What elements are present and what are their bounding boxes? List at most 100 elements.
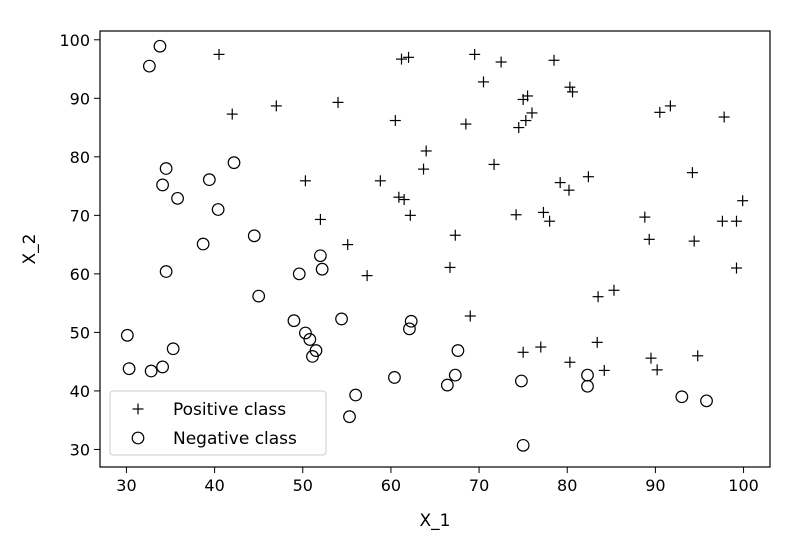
negative-point xyxy=(404,314,418,328)
negative-point xyxy=(156,178,169,192)
negative-point xyxy=(306,349,319,363)
positive-point xyxy=(526,107,538,119)
negative-point xyxy=(581,368,594,382)
negative-point xyxy=(581,379,594,393)
negative-point xyxy=(315,262,329,276)
positive-point xyxy=(731,215,742,227)
negative-point xyxy=(159,265,173,278)
positive-point xyxy=(342,239,354,251)
legend-marker-positive xyxy=(132,403,144,415)
positive-point xyxy=(403,51,415,63)
legend-box xyxy=(109,390,327,456)
positive-point xyxy=(404,209,416,221)
positive-point xyxy=(651,364,663,376)
positive-point xyxy=(548,54,560,66)
x-axis-ticks: 30 40 50 60 70 80 90 100 xyxy=(116,467,759,495)
positive-point xyxy=(591,336,603,348)
positive-point xyxy=(517,346,529,358)
positive-point xyxy=(396,53,407,65)
positive-point xyxy=(444,261,456,273)
negative-point xyxy=(388,371,401,384)
positive-point xyxy=(692,350,704,362)
legend-circle-marker xyxy=(131,431,145,445)
y-tick-label: 50 xyxy=(70,323,90,342)
y-tick-label: 100 xyxy=(59,31,90,50)
negative-point xyxy=(171,191,184,205)
y-tick-label: 60 xyxy=(70,265,90,284)
positive-point xyxy=(582,171,594,183)
positive-point xyxy=(314,213,326,225)
negative-point xyxy=(448,368,462,382)
negative-point xyxy=(166,342,180,356)
negative-point xyxy=(122,362,136,376)
positive-point xyxy=(513,122,525,134)
positive-point xyxy=(226,108,238,120)
negative-point xyxy=(343,410,356,424)
negative-point xyxy=(156,360,169,374)
positive-point xyxy=(731,262,742,274)
positive-point xyxy=(564,81,576,93)
negative-point xyxy=(514,374,528,388)
positive-point xyxy=(598,364,610,376)
positive-point xyxy=(488,158,500,170)
y-tick-label: 70 xyxy=(70,206,90,225)
positive-point xyxy=(418,163,430,175)
negative-point xyxy=(675,390,689,404)
y-tick-label: 40 xyxy=(70,382,90,401)
positive-point xyxy=(389,115,401,127)
positive-point xyxy=(564,356,576,368)
positive-point xyxy=(563,184,575,196)
positive-point xyxy=(639,211,651,223)
positive-point xyxy=(361,270,373,282)
legend-plus-marker xyxy=(132,403,144,415)
negative-point xyxy=(159,162,173,175)
positive-point xyxy=(332,96,344,108)
positive-point xyxy=(299,175,311,187)
negative-point xyxy=(313,249,327,263)
legend-marker-negative xyxy=(131,431,145,445)
x-tick-label: 40 xyxy=(204,476,224,495)
positive-point xyxy=(664,100,676,112)
y-axis-label: X_2 xyxy=(20,234,40,265)
positive-point xyxy=(554,177,566,189)
positive-point xyxy=(464,310,476,322)
negative-point xyxy=(196,237,210,251)
negative-point xyxy=(227,156,241,170)
y-tick-label: 80 xyxy=(70,148,90,167)
positive-point xyxy=(495,56,507,68)
x-tick-label: 30 xyxy=(116,476,136,495)
positive-point xyxy=(213,48,225,60)
negative-point xyxy=(292,267,306,281)
positive-point xyxy=(510,209,522,221)
negative-point xyxy=(516,438,530,452)
positive-point xyxy=(567,86,579,98)
positive-point xyxy=(654,106,666,118)
legend: Positive class Negative class xyxy=(109,390,327,456)
positive-point xyxy=(643,233,655,245)
negative-point xyxy=(153,39,167,53)
positive-point xyxy=(608,284,620,296)
positive-point xyxy=(469,48,481,60)
positive-point xyxy=(544,215,556,227)
negative-point xyxy=(247,229,261,243)
x-tick-label: 80 xyxy=(557,476,577,495)
positive-point xyxy=(270,100,282,112)
positive-point xyxy=(460,118,472,130)
negative-point xyxy=(335,312,348,326)
negative-point xyxy=(299,326,312,340)
positive-point xyxy=(449,229,461,241)
negative-point xyxy=(303,333,317,346)
positive-point xyxy=(398,194,410,206)
positive-point xyxy=(522,90,534,102)
positive-point xyxy=(645,352,657,364)
negative-point xyxy=(144,364,158,378)
x-tick-label: 50 xyxy=(293,476,313,495)
positive-point xyxy=(537,206,549,218)
plot-content xyxy=(120,39,749,452)
negative-point xyxy=(211,203,225,216)
y-tick-label: 30 xyxy=(70,440,90,459)
negative-point xyxy=(349,388,363,402)
positive-point xyxy=(420,145,432,157)
positive-point xyxy=(393,191,405,203)
